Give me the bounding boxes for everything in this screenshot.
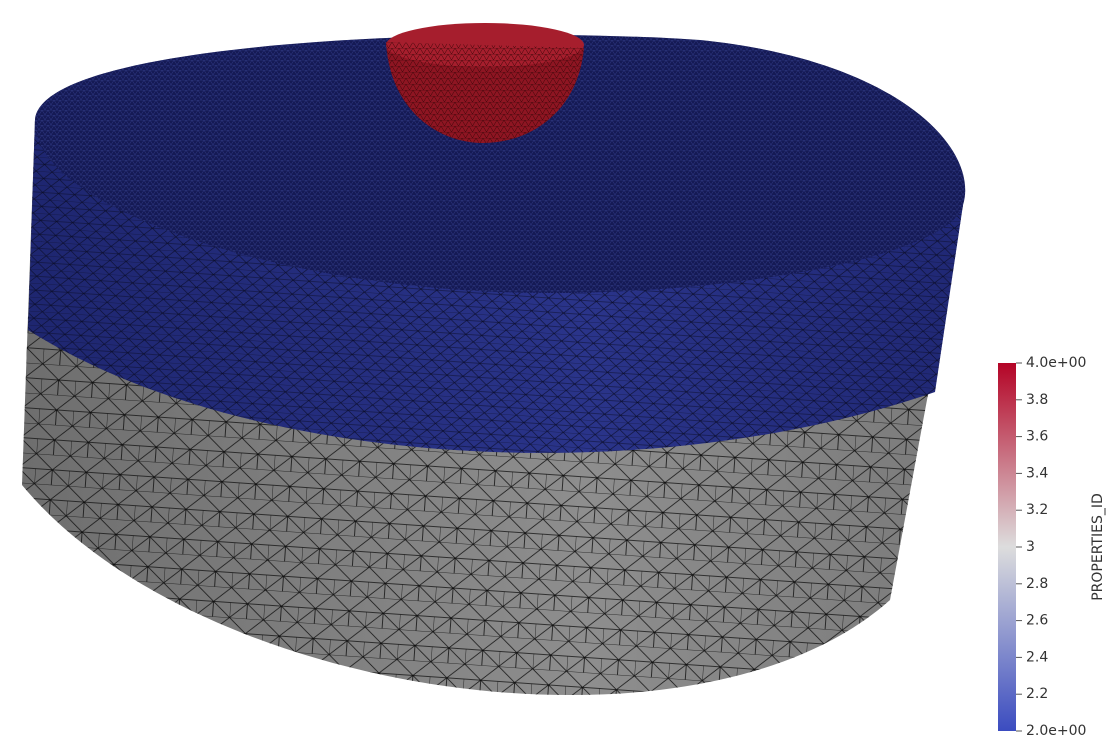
top-face-mesh	[34, 34, 966, 294]
tick-label: 4.0e+00	[1026, 355, 1086, 371]
inclusion-mesh	[386, 42, 584, 143]
mesh-object	[22, 23, 966, 696]
tick-label: 3.8	[1026, 392, 1048, 408]
tick-label: 3.2	[1026, 502, 1048, 518]
tick-label: 3	[1026, 539, 1035, 555]
tick-label: 2.4	[1026, 649, 1048, 665]
tick-label: 2.6	[1026, 613, 1048, 629]
tick-label: 3.4	[1026, 465, 1048, 481]
tick-label: 2.2	[1026, 686, 1048, 702]
tick-label: 2.8	[1026, 576, 1048, 592]
tick-label: 2.0e+00	[1026, 723, 1086, 739]
color-bar: PROPERTIES_ID 4.0e+00 3.8 3.6 3.4 3.2 3 2.8 2.6…	[998, 355, 1106, 739]
tick-label: 3.6	[1026, 429, 1048, 445]
color-bar-scale	[998, 363, 1016, 731]
color-bar-title: PROPERTIES_ID	[1090, 493, 1106, 601]
